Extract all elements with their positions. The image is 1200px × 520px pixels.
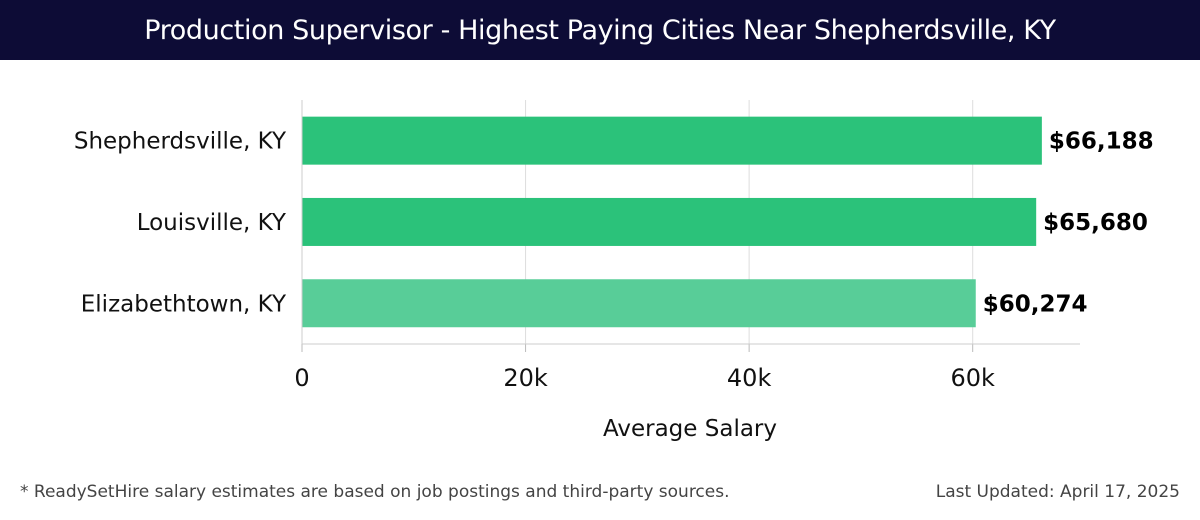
bar bbox=[302, 116, 1042, 165]
category-label: Shepherdsville, KY bbox=[74, 129, 287, 155]
value-labels: $66,188 $65,680 $60,274 bbox=[983, 129, 1154, 318]
category-labels: Shepherdsville, KY Louisville, KY Elizabet… bbox=[74, 129, 287, 318]
x-axis-title: Average Salary bbox=[603, 416, 777, 442]
bars bbox=[302, 116, 1042, 328]
category-label: Elizabethtown, KY bbox=[81, 291, 287, 317]
bar bbox=[302, 197, 1037, 246]
x-tick-label: 40k bbox=[727, 364, 772, 392]
bar-value-label: $60,274 bbox=[983, 291, 1088, 317]
bar-chart: $66,188 $65,680 $60,274 Shepherdsville, KY… bbox=[74, 100, 1154, 442]
last-updated: Last Updated: April 17, 2025 bbox=[935, 482, 1180, 502]
x-axis: 0 20k 40k 60k bbox=[294, 100, 1080, 392]
bar bbox=[302, 279, 976, 328]
chart-title: Production Supervisor - Highest Paying C… bbox=[0, 0, 1200, 60]
x-tick-label: 20k bbox=[503, 364, 548, 392]
category-label: Louisville, KY bbox=[137, 210, 287, 236]
x-tick-label: 60k bbox=[950, 364, 995, 392]
bar-value-label: $65,680 bbox=[1043, 210, 1148, 236]
bar-value-label: $66,188 bbox=[1049, 129, 1154, 155]
x-tick-label: 0 bbox=[294, 364, 309, 392]
footer-note: * ReadySetHire salary estimates are base… bbox=[20, 482, 730, 502]
